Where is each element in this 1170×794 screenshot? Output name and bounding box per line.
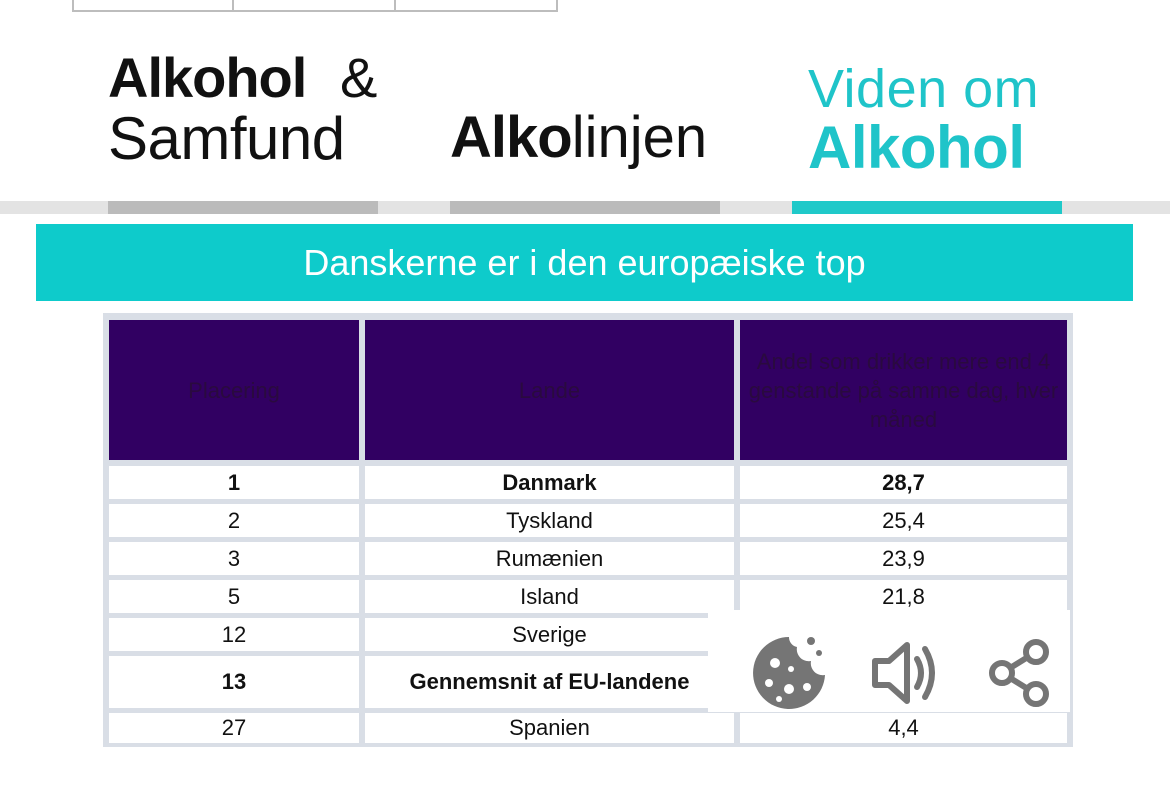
tab-indicator-alkohol-samfund[interactable] (108, 201, 378, 214)
table-cell-rank: 12 (109, 618, 359, 651)
logo-alkohol-samfund-amp: & (340, 46, 378, 109)
tab-indicator-viden-om-alkohol-active[interactable] (792, 201, 1062, 214)
page-title: Danskerne er i den europæiske top (36, 224, 1133, 301)
table-cell-value: 28,7 (740, 466, 1067, 499)
table-cell-value: 25,4 (740, 504, 1067, 537)
table-cell-rank: 27 (109, 713, 359, 743)
tab-indicator-alkolinjen[interactable] (450, 201, 720, 214)
logo-alkohol-samfund[interactable]: Alkohol & Samfund (108, 44, 388, 174)
table-header-lande: Lande (365, 320, 734, 460)
table-cell-rank: 13 (109, 656, 359, 708)
top-tab-boxes (72, 0, 558, 12)
table-cell-country: Island (365, 580, 734, 613)
logo-viden-om-line1: Viden om (808, 59, 1040, 119)
logo-viden-om-alkohol[interactable]: Viden om Alkohol (808, 60, 1068, 180)
table-cell-country: Danmark (365, 466, 734, 499)
logo-alkolinjen[interactable]: Alkolinjen (450, 104, 740, 174)
logo-alkolinjen-bold: Alko (450, 105, 573, 170)
cookie-icon[interactable] (744, 628, 834, 718)
speaker-icon-svg (872, 642, 935, 704)
table-header-placering: Placering (109, 320, 359, 460)
floating-toolbar (708, 610, 1070, 712)
table-cell-country: Sverige (365, 618, 734, 651)
table-cell-rank: 2 (109, 504, 359, 537)
table-cell-country: Rumænien (365, 542, 734, 575)
table-cell-country: Gennemsnit af EU-landene (365, 656, 734, 708)
table-cell-rank: 5 (109, 580, 359, 613)
logo-alkohol-samfund-line2: Samfund (108, 105, 345, 172)
table-cell-value: 21,8 (740, 580, 1067, 613)
table-cell-value: 4,4 (740, 713, 1067, 743)
logo-viden-om-line2: Alkohol (808, 114, 1025, 181)
table-header-andel: Andel som drikker mere end 4 genstande p… (740, 320, 1067, 460)
table-cell-rank: 3 (109, 542, 359, 575)
table-cell-country: Tyskland (365, 504, 734, 537)
table-cell-country: Spanien (365, 713, 734, 743)
share-icon-svg (989, 639, 1049, 707)
tab-divider (232, 0, 234, 10)
table-cell-value: 23,9 (740, 542, 1067, 575)
share-icon[interactable] (974, 628, 1064, 718)
tab-divider (394, 0, 396, 10)
logo-alkohol-samfund-line1: Alkohol (108, 46, 307, 109)
cookie-icon-svg (753, 637, 825, 709)
speaker-icon[interactable] (860, 628, 950, 718)
logo-alkolinjen-regular: linjen (571, 105, 708, 170)
table-cell-rank: 1 (109, 466, 359, 499)
